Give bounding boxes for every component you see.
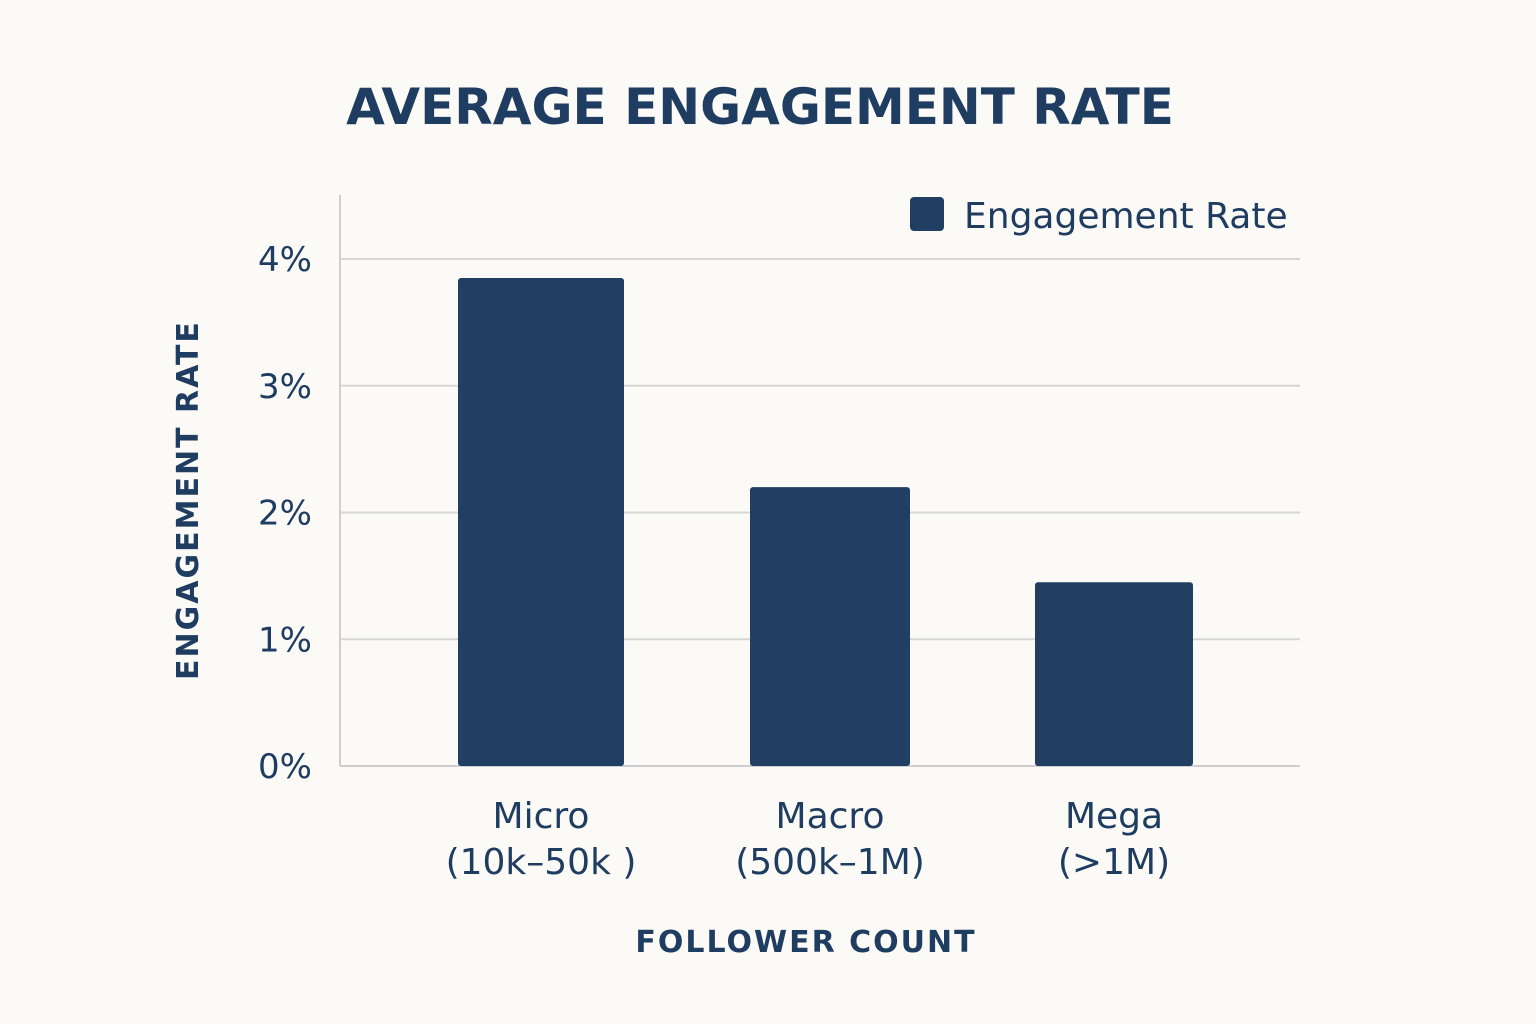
bars xyxy=(458,278,1193,766)
x-category-range: (10k–50k ) xyxy=(446,842,637,883)
legend: Engagement Rate xyxy=(910,196,1288,237)
chart-title: AVERAGE ENGAGEMENT RATE xyxy=(346,78,1174,136)
legend-swatch xyxy=(910,197,944,231)
x-category-range: (>1M) xyxy=(1058,842,1170,883)
bar xyxy=(1035,582,1193,766)
x-category-range: (500k–1M) xyxy=(735,842,925,883)
y-tick-label: 0% xyxy=(258,747,312,787)
y-axis-title: ENGAGEMENT RATE xyxy=(171,320,206,680)
y-tick-label: 3% xyxy=(258,367,312,407)
y-tick-label: 4% xyxy=(258,240,312,280)
bar xyxy=(750,487,910,766)
y-tick-label: 1% xyxy=(258,620,312,660)
x-category-label: Macro xyxy=(776,796,885,837)
bar xyxy=(458,278,624,766)
y-tick-label: 2% xyxy=(258,494,312,534)
x-category-label: Mega xyxy=(1065,796,1163,837)
x-category-label: Micro xyxy=(493,796,590,837)
x-axis-categories: Micro (10k–50k ) Macro (500k–1M) Mega (>1M) xyxy=(446,796,1171,883)
y-axis-ticks: 0% 1% 2% 3% 4% xyxy=(258,240,312,787)
x-axis-title: FOLLOWER COUNT xyxy=(635,925,976,960)
legend-label: Engagement Rate xyxy=(964,196,1288,237)
